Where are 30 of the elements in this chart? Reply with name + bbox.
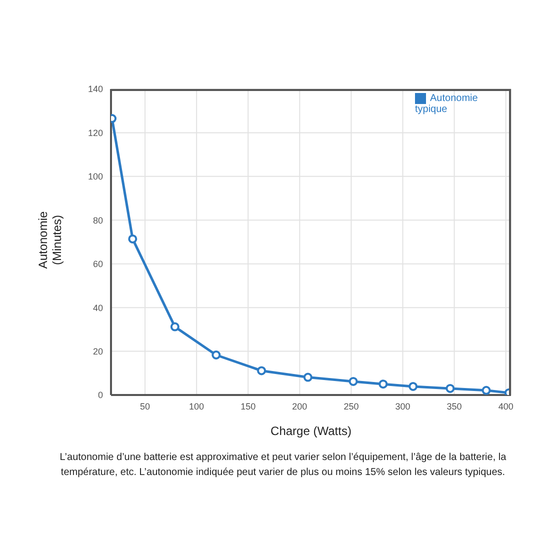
point — [408, 382, 418, 391]
y-tick-label: 100 — [88, 172, 103, 182]
x-tick-label: 50 — [140, 401, 150, 412]
point — [257, 366, 266, 376]
legend-label: Autonomie typique — [415, 93, 478, 116]
y-tick-label: 80 — [92, 215, 103, 226]
point — [482, 386, 491, 395]
x-tick-label: 150 — [240, 401, 256, 412]
point — [378, 380, 388, 389]
y-tick-label: 20 — [92, 346, 103, 356]
x-tick-label: 300 — [395, 401, 410, 412]
point — [170, 322, 180, 332]
x-axis-title: Charge (Watts) — [270, 424, 352, 438]
y-tick-label: 0 — [98, 390, 103, 400]
x-tick-label: 200 — [292, 401, 308, 412]
y-tick-label: 140 — [88, 84, 103, 94]
point — [212, 350, 221, 360]
y-axis-title: Autonomie (Minutes) — [36, 210, 64, 271]
point — [128, 234, 138, 244]
point — [446, 384, 455, 393]
x-tick-label: 350 — [446, 401, 462, 412]
y-tick-label: 40 — [92, 302, 103, 313]
point — [348, 376, 358, 386]
x-tick-label: 400 — [498, 401, 514, 412]
text: L’autonomie d’une batterie est approximative et peut varier selon l’équipement, l’âge de la batterie, la température, etc. L’autonomie indiquée peut varier de plus ou moins 15% selon les valeurs typiques. — [58, 451, 508, 480]
y-tick-label: 60 — [92, 259, 103, 270]
x-tick-label: 100 — [189, 401, 204, 412]
x-tick-label: 250 — [344, 401, 359, 412]
point — [303, 372, 312, 382]
y-tick-label: 120 — [88, 128, 103, 138]
